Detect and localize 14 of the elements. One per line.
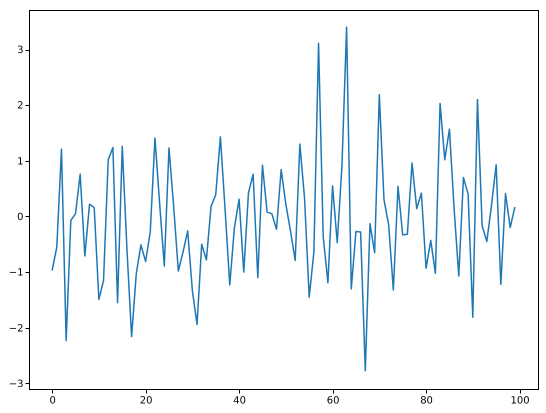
- y-tick-label: −1: [8, 268, 24, 279]
- y-tick-label: 3: [17, 45, 24, 56]
- x-tick-label: 60: [326, 396, 340, 406]
- x-tick-label: 100: [510, 396, 530, 406]
- x-tick-label: 20: [140, 396, 152, 406]
- y-tick-label: −3: [8, 378, 24, 390]
- line-series: [51, 26, 516, 372]
- x-tick-label: 80: [420, 396, 433, 406]
- x-tick-label: 0: [49, 396, 56, 406]
- y-tick-label: 0: [17, 212, 24, 223]
- x-tick-label: 40: [233, 396, 246, 406]
- y-tick-label: 1: [17, 156, 24, 168]
- y-tick-label: 2: [17, 100, 24, 112]
- y-tick-label: −2: [8, 323, 24, 334]
